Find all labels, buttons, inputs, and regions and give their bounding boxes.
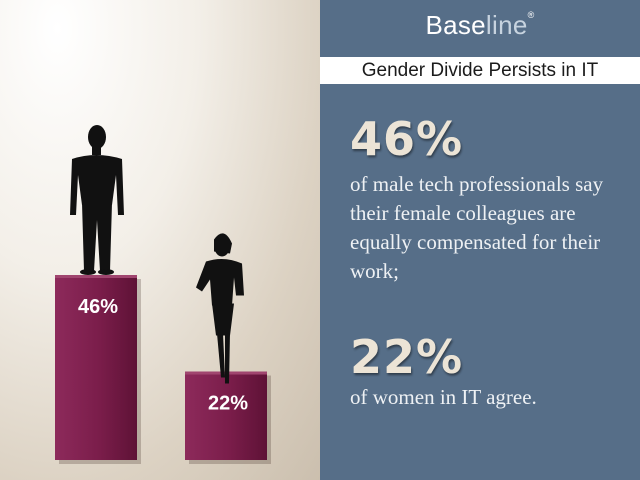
registered-mark: ® [527,10,535,21]
chart-title: Gender Divide Persists in IT [320,57,640,84]
bar-0 [55,275,137,460]
bar-1 [185,371,267,460]
male-silhouette-icon [70,125,124,275]
stat-value-male: 46% [350,112,464,166]
stat-description-female: of women in IT agree. [350,385,537,409]
stat-value-female: 22% [350,330,464,384]
chart-panel: 46% 22% [0,0,320,480]
bar-value-label: 46% [78,296,118,318]
bar-top-edge [55,275,137,278]
brand-name-dark: Base [425,10,486,40]
female-silhouette-icon [196,233,244,384]
bar-chart: 46% 22% [55,125,271,464]
bar-value-label: 22% [208,393,248,415]
brand-logo: Baseline® [320,10,640,41]
brand-name-light: line [485,10,528,40]
stat-description-male: of male tech professionals say their fem… [350,172,604,283]
info-panel: Baseline® Gender Divide Persists in IT 4… [320,0,640,480]
